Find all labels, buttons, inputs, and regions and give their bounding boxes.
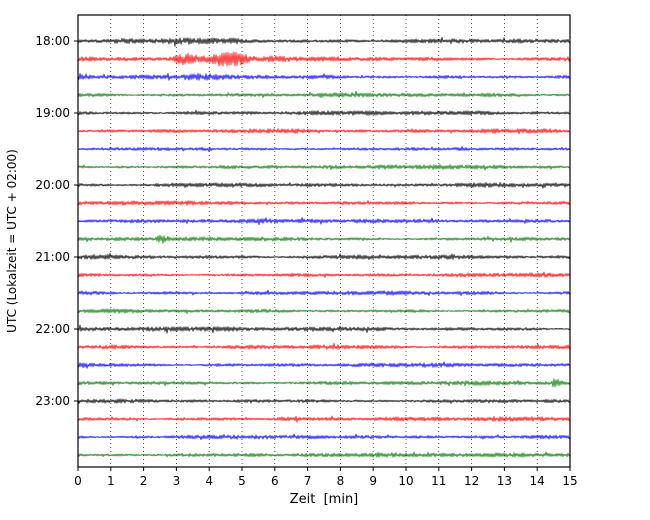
x-tick-label: 14 [530,474,545,488]
gridlines [110,15,538,467]
trace-19:00 [77,109,571,116]
plot-border [77,14,571,468]
trace-21:30 [77,289,571,296]
trace-22:45 [77,378,571,388]
x-tick-label: 5 [238,474,246,488]
trace-19:45 [77,164,571,171]
trace-18:00 [77,36,571,47]
y-axis-label: UTC (Lokalzeit = UTC + 02:00) [5,149,19,333]
x-tick-label: 15 [562,474,577,488]
trace-23:15 [77,415,571,423]
trace-18:45 [77,90,571,99]
trace-20:30 [77,217,571,226]
axis-ticks [74,40,571,471]
x-tick-label: 1 [107,474,115,488]
trace-lines [77,36,571,458]
x-tick-label: 13 [497,474,512,488]
x-axis-label: Zeit [min] [290,492,359,507]
x-tick-label: 7 [304,474,312,488]
x-tick-label: 0 [74,474,82,488]
y-tick-label: 20:00 [35,178,70,192]
trace-21:00 [77,252,571,260]
trace-22:30 [77,361,571,369]
trace-19:15 [77,128,571,135]
y-tick-label: 23:00 [35,394,70,408]
trace-23:45 [77,451,571,458]
y-tick-label: 22:00 [35,322,70,336]
x-tick-label: 3 [173,474,181,488]
y-tick-label: 19:00 [35,106,70,120]
trace-22:00 [77,324,571,334]
axis-tick-labels: 0 1 2 3 4 5 6 7 8 9 10 11 12 13 14 1518:0019:0020:0021:… [35,34,577,488]
trace-21:15 [77,271,571,278]
trace-23:30 [77,433,571,441]
x-tick-label: 2 [140,474,148,488]
x-tick-label: 11 [431,474,446,488]
x-tick-label: 8 [337,474,345,488]
x-tick-label: 4 [205,474,213,488]
x-tick-label: 10 [398,474,413,488]
trace-20:45 [77,234,571,244]
trace-19:30 [77,146,571,153]
trace-20:00 [77,182,571,189]
trace-20:15 [77,200,571,206]
y-tick-label: 18:00 [35,34,70,48]
trace-21:45 [77,308,571,314]
trace-18:30 [77,72,571,81]
x-tick-label: 9 [369,474,377,488]
trace-23:00 [77,398,571,404]
x-tick-label: 12 [464,474,479,488]
y-tick-label: 21:00 [35,250,70,264]
trace-18:15 [77,51,571,67]
trace-22:15 [77,342,571,350]
x-tick-label: 6 [271,474,279,488]
